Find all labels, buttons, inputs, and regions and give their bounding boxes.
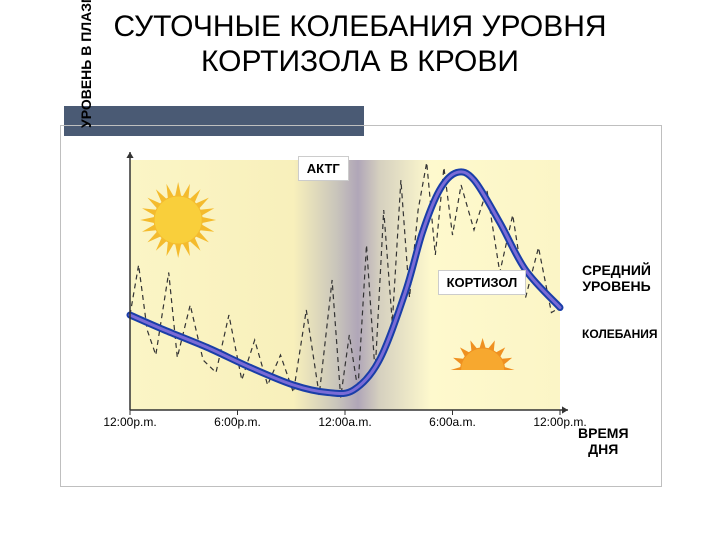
legend-fluctuation: КОЛЕБАНИЯ (582, 328, 658, 342)
title-line2: КОРТИЗОЛА В КРОВИ (201, 45, 519, 78)
y-axis-label: УРОВЕНЬ В ПЛАЗМЕ (78, 0, 94, 170)
xtick-label: 6:00p.m. (214, 415, 261, 429)
title-line1: СУТОЧНЫЕ КОЛЕБАНИЯ УРОВНЯ (113, 10, 606, 43)
xtick-label: 6:00a.m. (429, 415, 476, 429)
slide-title: СУТОЧНЫЕ КОЛЕБАНИЯ УРОВНЯ КОРТИЗОЛА В КР… (0, 10, 720, 79)
x-axis-label: ВРЕМЯДНЯ (578, 425, 629, 457)
xtick-label: 12:00p.m. (103, 415, 156, 429)
legend-mean-level: СРЕДНИЙУРОВЕНЬ (582, 262, 651, 294)
xtick-label: 12:00a.m. (318, 415, 371, 429)
acth-label-box: АКТГ (298, 156, 349, 181)
cortisol-label-box: КОРТИЗОЛ (438, 270, 527, 295)
cortisol-chart: АКТГ КОРТИЗОЛ (130, 160, 560, 410)
